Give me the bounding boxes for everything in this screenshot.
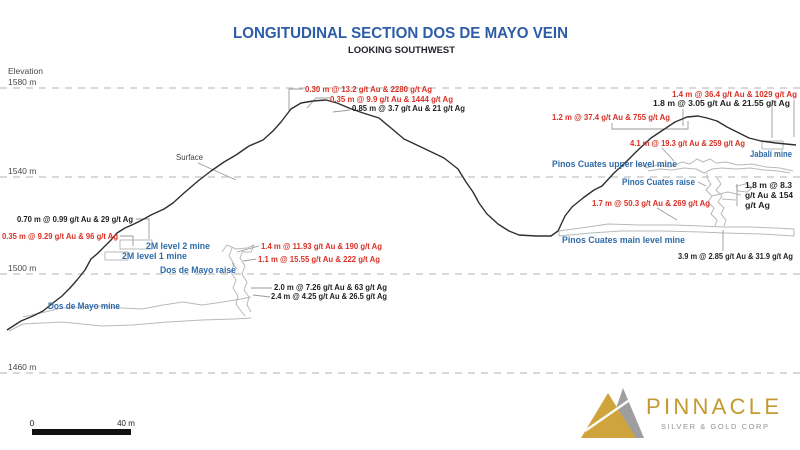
pinos-cuates-small-stope (735, 183, 753, 193)
pinos-cuates-raise-spur-2 (721, 198, 737, 201)
elevation-gridlines (0, 87, 800, 374)
leader-assay-085 (332, 109, 351, 113)
pinos-cuates-raise-right (715, 177, 727, 227)
assay-annotations-black: 0.85 m @ 3.7 g/t Au & 21 g/t Ag 1.8 m @ … (17, 99, 794, 301)
dos-de-mayo-upper-working (22, 296, 252, 318)
leader-assay-41-193 (661, 147, 675, 162)
leader-dos-raise-label (231, 262, 238, 270)
assay-red-035b: 0.35 m @ 9.29 g/t Au & 96 g/t Ag (2, 232, 118, 241)
assay-black-39: 3.9 m @ 2.85 g/t Au & 31.9 g/t Ag (678, 252, 793, 261)
assay-black-18-83-line3: g/t Ag (745, 201, 770, 210)
pinnacle-logo: PINNACLE SILVER & GOLD CORP (581, 388, 779, 438)
dos-de-mayo-lower-working (8, 317, 252, 332)
elevation-tick-1540: 1540 m (8, 166, 36, 176)
surface-label: Surface (176, 152, 203, 162)
assay-red-12: 1.2 m @ 37.4 g/t Au & 755 g/t Ag (552, 113, 670, 122)
assay-black-18: 1.8 m @ 3.05 g/t Au & 21.55 g/t Ag (653, 99, 790, 108)
label-2m-level-1-mine: 2M level 1 mine (122, 251, 187, 261)
leader-surface-label (197, 162, 237, 181)
assay-black-070: 0.70 m @ 0.99 g/t Au & 29 g/t Ag (17, 215, 133, 224)
pinos-cuates-main-working-bottom (558, 230, 795, 237)
pinos-cuates-raise-left (705, 177, 718, 227)
scale-bar: 0 40 m (30, 419, 135, 435)
surface-topography-line (6, 99, 797, 331)
dos-de-mayo-raise-top (221, 244, 255, 253)
pinos-cuates-upper-working-bottom (647, 167, 791, 174)
elevation-tick-1500: 1500 m (8, 263, 36, 273)
dos-de-mayo-raise-outline-left (228, 247, 246, 317)
assay-red-17: 1.7 m @ 50.3 g/t Au & 269 g/t Ag (592, 199, 710, 208)
leader-assay-17-503 (656, 207, 678, 221)
assay-red-030: 0.30 m @ 13.2 g/t Au & 2280 g/t Ag (305, 85, 432, 94)
scale-bar-end-label: 40 m (117, 419, 135, 428)
assay-red-14b: 1.4 m @ 11.93 g/t Au & 190 g/t Ag (261, 242, 382, 251)
assay-black-20: 2.0 m @ 7.26 g/t Au & 63 g/t Ag (274, 283, 387, 292)
assay-black-085: 0.85 m @ 3.7 g/t Au & 21 g/t Ag (352, 104, 465, 113)
assay-red-14: 1.4 m @ 36.4 g/t Au & 1029 g/t Ag (672, 90, 797, 99)
scale-bar-start-label: 0 (30, 419, 35, 428)
assay-black-18-83-line1: 1.8 m @ 8.3 (745, 181, 793, 190)
assay-red-035: 0.35 m @ 9.9 g/t Au & 1444 g/t Ag (330, 95, 453, 104)
elevation-tick-1460: 1460 m (8, 362, 36, 372)
leader-raise-label (697, 181, 707, 187)
assay-black-24: 2.4 m @ 4.25 g/t Au & 26.5 g/t Ag (271, 292, 387, 301)
2m-level-1-adit (104, 251, 129, 261)
logo-tagline: SILVER & GOLD CORP (661, 422, 768, 431)
label-2m-level-2-mine: 2M level 2 mine (146, 241, 210, 251)
logo-wordmark: PINNACLE (646, 394, 779, 419)
leader-assay-035-929 (120, 235, 134, 246)
pinos-cuates-main-working-top (558, 223, 795, 232)
2m-level-2-adit (119, 239, 153, 250)
label-jabali-mine: Jabalí mine (750, 149, 792, 159)
leader-assay-11-1555 (242, 258, 257, 262)
mine-labels: Jabalí mine Pinos Cuates upper level min… (48, 149, 792, 311)
leader-assay-030 (288, 88, 303, 111)
label-pinos-cuates-main: Pinos Cuates main level mine (562, 235, 685, 245)
leader-upper-level-label (637, 163, 648, 168)
elevation-tick-1580: 1580 m (8, 77, 36, 87)
assay-red-11: 1.1 m @ 15.55 g/t Au & 222 g/t Ag (258, 255, 380, 264)
elevation-axis-label: Elevation (8, 66, 43, 76)
pinos-cuates-upper-working-top (644, 158, 794, 172)
label-dos-de-mayo-raise: Dos de Mayo raise (160, 265, 236, 275)
assay-annotations-red: 0.30 m @ 13.2 g/t Au & 2280 g/t Ag 0.35 … (2, 85, 797, 264)
scale-bar-rect (32, 429, 131, 435)
label-dos-de-mayo-mine: Dos de Mayo mine (48, 301, 120, 311)
assay-black-18-83-line2: g/t Au & 154 (745, 191, 794, 200)
jabali-mine-working (761, 140, 784, 150)
leader-assay-14-1193 (236, 245, 260, 253)
logo-swoosh (584, 398, 632, 432)
leader-assay-12-374 (611, 121, 689, 130)
page-subtitle: LOOKING SOUTHWEST (348, 45, 456, 55)
page-title: LONGITUDINAL SECTION DOS DE MAYO VEIN (233, 25, 568, 42)
leader-assay-070 (136, 218, 150, 239)
leader-assay-24-425 (252, 294, 271, 298)
dos-de-mayo-raise-outline-right (239, 249, 252, 313)
assay-red-41: 4.1 m @ 19.3 g/t Au & 259 g/t Ag (630, 139, 745, 148)
label-pinos-cuates-raise: Pinos Cuates raise (622, 177, 695, 187)
mine-workings-outlines (8, 140, 795, 332)
leader-assay-035 (306, 97, 330, 109)
label-pinos-cuates-upper: Pinos Cuates upper level mine (552, 159, 677, 169)
annotation-leader-lines (120, 88, 795, 298)
